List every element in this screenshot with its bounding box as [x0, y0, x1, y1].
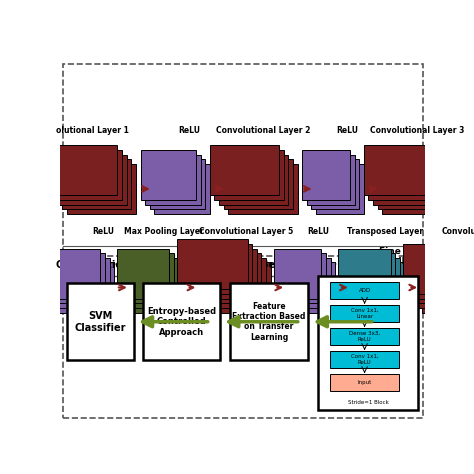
Bar: [228, 164, 298, 214]
Bar: [145, 155, 201, 205]
Bar: [316, 164, 364, 214]
Text: Fine Tu
MobileN: Fine Tu MobileN: [377, 247, 419, 266]
Text: Max Pooling Layer: Max Pooling Layer: [124, 227, 203, 236]
Bar: [143, 283, 220, 360]
Bar: [66, 164, 136, 214]
Bar: [117, 248, 169, 299]
Bar: [195, 258, 266, 308]
Bar: [383, 164, 452, 214]
Bar: [140, 150, 196, 200]
Bar: [66, 283, 134, 360]
Bar: [373, 155, 442, 205]
Bar: [421, 263, 474, 312]
Bar: [52, 258, 109, 308]
Bar: [182, 244, 252, 294]
Text: Conv 1x1,
Linear: Conv 1x1, Linear: [351, 308, 378, 319]
Bar: [155, 164, 210, 214]
Bar: [57, 155, 127, 205]
Bar: [283, 258, 331, 308]
Bar: [150, 159, 205, 210]
Bar: [330, 328, 399, 345]
Text: ReLU: ReLU: [307, 227, 329, 236]
Bar: [210, 146, 279, 195]
Text: Entropy-based
Controlled
Approach: Entropy-based Controlled Approach: [147, 307, 216, 337]
Bar: [330, 305, 399, 322]
Text: ReLU: ReLU: [92, 227, 114, 236]
Bar: [219, 155, 288, 205]
Bar: [63, 64, 423, 256]
Bar: [56, 263, 114, 312]
Text: Convolu: Convolu: [442, 227, 474, 236]
Text: Convolutional Layer 3: Convolutional Layer 3: [370, 126, 464, 135]
Bar: [121, 253, 173, 303]
Text: Feature
Extraction Based
on Transfer
Learning: Feature Extraction Based on Transfer Lea…: [232, 301, 306, 342]
Text: olutional Layer 1: olutional Layer 1: [55, 126, 128, 135]
Text: Convolutional Layer 5: Convolutional Layer 5: [199, 227, 293, 236]
Bar: [63, 264, 423, 418]
Bar: [307, 155, 355, 205]
Bar: [417, 258, 474, 308]
Bar: [302, 150, 350, 200]
Text: Conv 1x1,
ReLU: Conv 1x1, ReLU: [351, 354, 378, 365]
Bar: [186, 248, 257, 299]
Bar: [47, 253, 105, 303]
Bar: [412, 253, 473, 303]
Bar: [330, 351, 399, 368]
Bar: [278, 253, 326, 303]
Bar: [48, 146, 118, 195]
Bar: [177, 239, 247, 290]
Bar: [364, 146, 433, 195]
Text: Stride=1 Block: Stride=1 Block: [348, 400, 389, 405]
Bar: [126, 258, 178, 308]
Bar: [319, 275, 419, 410]
Bar: [224, 159, 293, 210]
Bar: [288, 263, 335, 312]
Text: Transposed Layer: Transposed Layer: [347, 227, 423, 236]
Bar: [338, 248, 391, 299]
Bar: [378, 159, 447, 210]
Text: Input: Input: [357, 380, 372, 385]
Bar: [191, 253, 261, 303]
Bar: [311, 159, 359, 210]
Bar: [330, 374, 399, 391]
Text: ReLU: ReLU: [336, 126, 358, 135]
Bar: [200, 263, 271, 312]
Bar: [130, 263, 183, 312]
Bar: [214, 150, 284, 200]
Bar: [347, 258, 400, 308]
Text: ADD: ADD: [358, 288, 371, 292]
Text: SVM
Classifier: SVM Classifier: [75, 311, 126, 333]
Bar: [230, 283, 309, 360]
Bar: [53, 150, 122, 200]
Text: Dense 3x3,
ReLU: Dense 3x3, ReLU: [349, 331, 380, 342]
Bar: [273, 248, 321, 299]
Bar: [62, 159, 131, 210]
Bar: [408, 248, 468, 299]
Bar: [43, 248, 100, 299]
Bar: [343, 253, 395, 303]
Text: Convolutional Layer 2: Convolutional Layer 2: [216, 126, 310, 135]
Bar: [352, 263, 405, 312]
Bar: [368, 150, 438, 200]
Text: ReLU: ReLU: [178, 126, 200, 135]
Text: Classification: Classification: [56, 260, 130, 270]
Bar: [330, 282, 399, 299]
Text: Feature Extraction and Selection: Feature Extraction and Selection: [132, 260, 312, 270]
Bar: [403, 244, 463, 294]
